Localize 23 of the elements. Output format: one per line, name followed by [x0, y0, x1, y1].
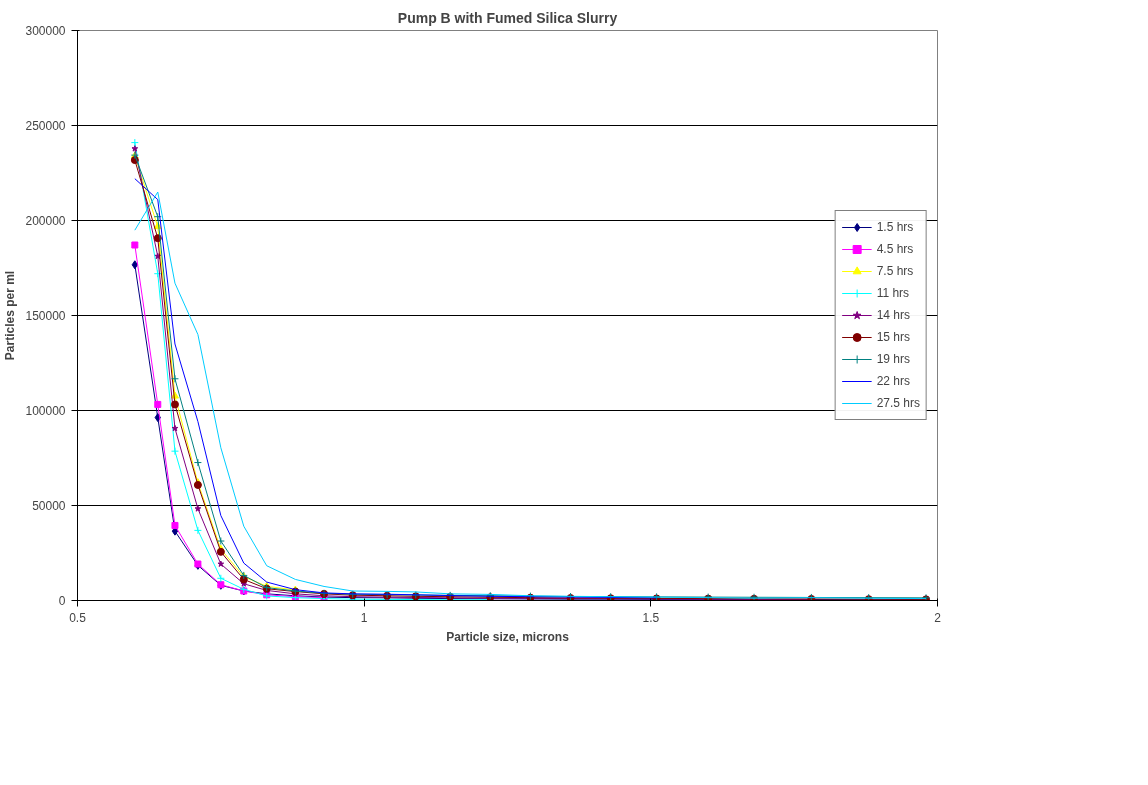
legend-label: 15 hrs	[876, 330, 910, 344]
x-tick-label: 1.5	[642, 610, 660, 625]
legend-label: 4.5 hrs	[876, 242, 914, 256]
y-tick-label: 200000	[25, 214, 66, 228]
legend-label: 1.5 hrs	[876, 220, 914, 234]
chart-title: Pump B with Fumed Silica Slurry	[397, 9, 618, 26]
x-axis-title: Particle size, microns	[446, 629, 570, 644]
legend-label: 22 hrs	[876, 374, 910, 388]
y-tick-label: 150000	[25, 309, 66, 323]
legend-label: 19 hrs	[876, 352, 910, 366]
x-tick-label: 2	[934, 610, 942, 625]
y-tick-label: 250000	[25, 119, 66, 133]
legend-label: 7.5 hrs	[876, 264, 914, 278]
y-tick-label: 0	[58, 594, 66, 608]
legend-label: 11 hrs	[876, 286, 910, 300]
legend-label: 27.5 hrs	[876, 396, 920, 410]
y-axis-title: Particles per ml	[3, 270, 18, 361]
y-tick-label: 300000	[25, 24, 66, 38]
legend-label: 14 hrs	[876, 308, 910, 322]
y-tick-label: 100000	[25, 404, 66, 418]
y-tick-label: 50000	[32, 499, 66, 513]
x-tick-label: 1	[360, 610, 368, 625]
x-tick-label: 0.5	[69, 610, 87, 625]
